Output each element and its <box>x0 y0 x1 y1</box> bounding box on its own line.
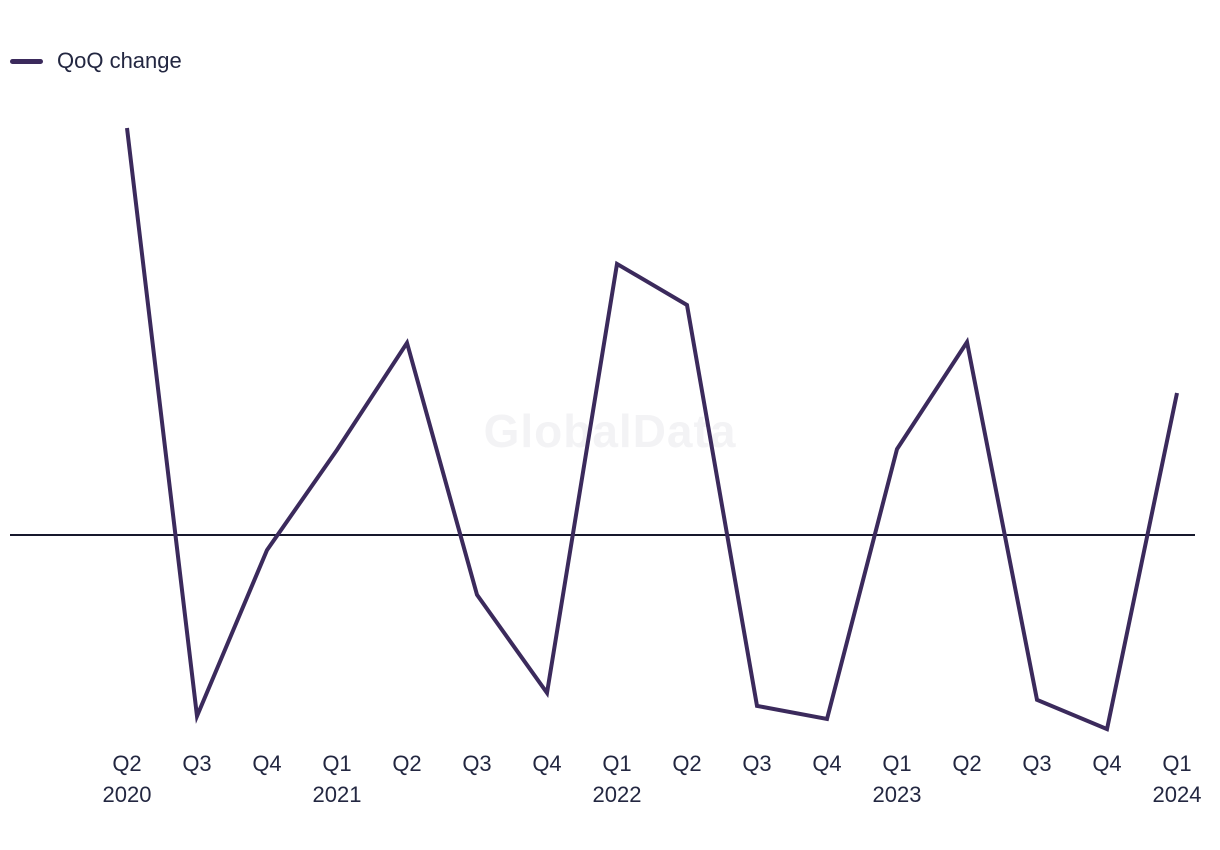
x-tick-year-label: 2023 <box>872 782 922 807</box>
x-tick-q3-2023: Q3 <box>987 748 1087 779</box>
x-tick-quarter-label: Q1 <box>322 751 352 776</box>
qoq-change-line-series[interactable] <box>125 127 1179 732</box>
x-tick-q2-2020: Q2 2020 <box>77 748 177 810</box>
x-tick-quarter-label: Q2 <box>392 751 422 776</box>
x-tick-quarter-label: Q1 <box>602 751 632 776</box>
x-tick-q1-2022: Q1 2022 <box>567 748 667 810</box>
x-tick-quarter-label: Q3 <box>742 751 772 776</box>
x-tick-quarter-label: Q3 <box>1022 751 1052 776</box>
legend-line-swatch <box>10 58 43 64</box>
x-tick-year-label: 2021 <box>312 782 362 807</box>
x-axis-labels: Q2 2020 Q3 Q4 Q1 2021 Q2 Q3 Q4 Q1 2022 Q2 Q3 Q4 Q1 2023… <box>0 748 1220 818</box>
x-tick-quarter-label: Q1 <box>1162 751 1192 776</box>
x-tick-quarter-label: Q1 <box>882 751 912 776</box>
x-tick-year-label: 2022 <box>592 782 642 807</box>
x-tick-q4-2023: Q4 <box>1057 748 1157 779</box>
x-tick-q3-2021: Q3 <box>427 748 527 779</box>
x-tick-quarter-label: Q2 <box>112 751 142 776</box>
x-tick-q4-2022: Q4 <box>777 748 877 779</box>
x-tick-quarter-label: Q4 <box>532 751 562 776</box>
x-tick-year-label: 2024 <box>1152 782 1202 807</box>
x-tick-q4-2020: Q4 <box>217 748 317 779</box>
x-tick-q3-2022: Q3 <box>707 748 807 779</box>
x-tick-quarter-label: Q2 <box>952 751 982 776</box>
x-tick-quarter-label: Q2 <box>672 751 702 776</box>
x-tick-quarter-label: Q3 <box>182 751 212 776</box>
x-tick-year-label: 2020 <box>102 782 152 807</box>
x-tick-q2-2023: Q2 <box>917 748 1017 779</box>
x-tick-quarter-label: Q4 <box>1092 751 1122 776</box>
x-tick-quarter-label: Q4 <box>252 751 282 776</box>
x-tick-q1-2021: Q1 2021 <box>287 748 387 810</box>
x-tick-q1-2024: Q1 2024 <box>1127 748 1220 810</box>
x-tick-quarter-label: Q3 <box>462 751 492 776</box>
x-tick-q2-2021: Q2 <box>357 748 457 779</box>
x-tick-q1-2023: Q1 2023 <box>847 748 947 810</box>
x-tick-q2-2022: Q2 <box>637 748 737 779</box>
legend-label: QoQ change <box>57 48 182 73</box>
x-tick-quarter-label: Q4 <box>812 751 842 776</box>
x-tick-q4-2021: Q4 <box>497 748 597 779</box>
x-tick-q3-2020: Q3 <box>147 748 247 779</box>
legend-item-qoq-change[interactable]: QoQ change <box>10 48 182 74</box>
